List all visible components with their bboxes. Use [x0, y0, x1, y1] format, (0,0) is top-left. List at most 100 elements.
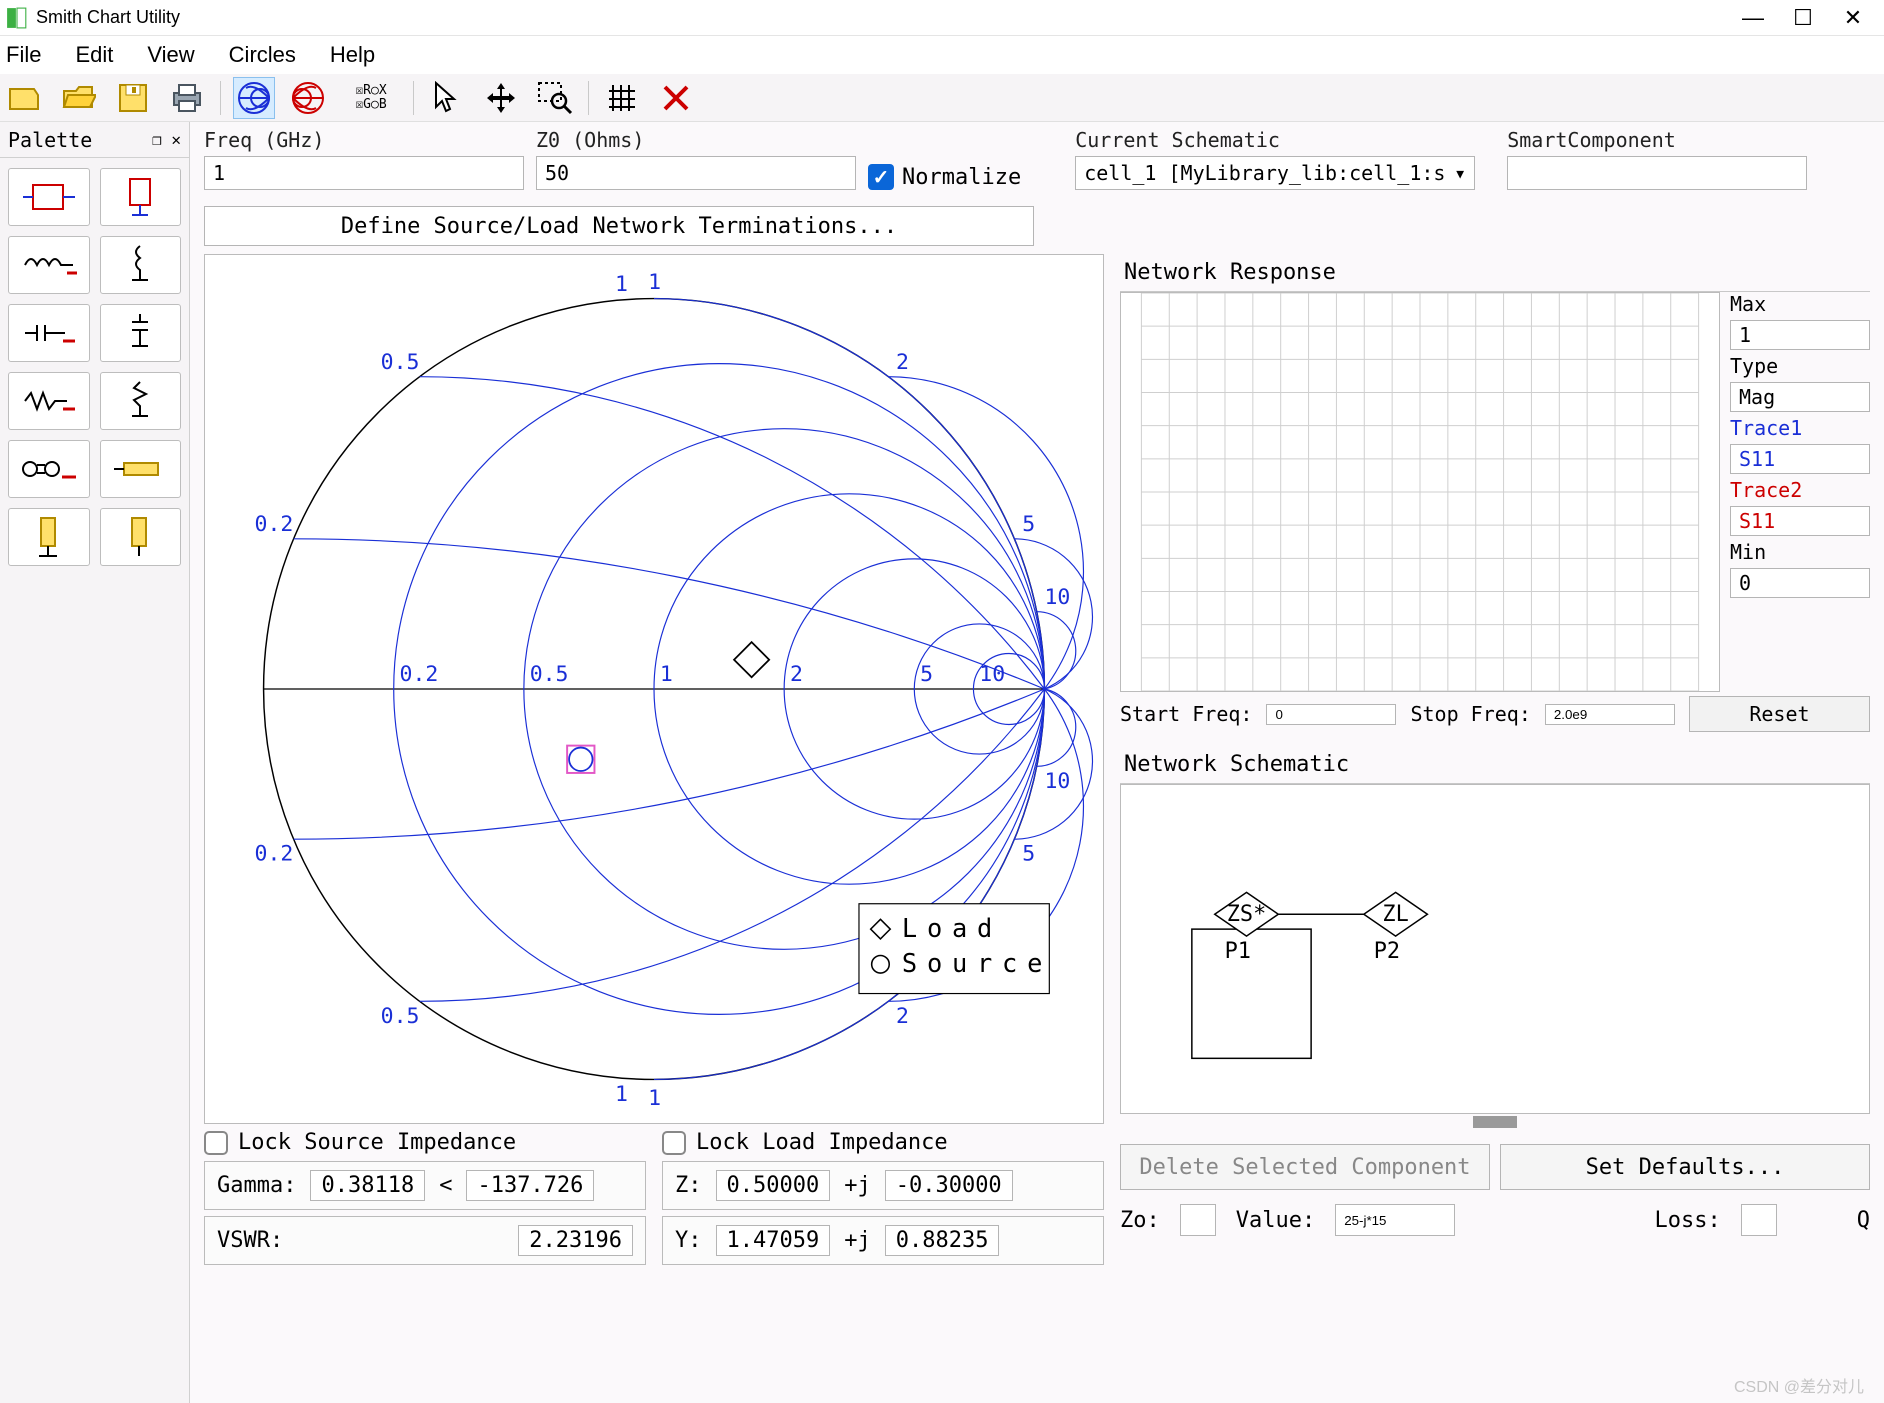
app-icon	[6, 7, 28, 29]
smith-chart[interactable]: 0.20.5125100.20.20.50.5112255101011LoadS…	[204, 254, 1104, 1124]
maximize-button[interactable]: ☐	[1778, 1, 1828, 35]
q-label: Q	[1857, 1208, 1870, 1233]
start-freq-label: Start Freq:	[1120, 702, 1252, 726]
svg-text:ZS*: ZS*	[1227, 902, 1266, 927]
set-defaults-button[interactable]: Set Defaults...	[1500, 1144, 1870, 1190]
shunt-R-icon[interactable]	[100, 304, 182, 362]
scroll-handle[interactable]	[1473, 1116, 1517, 1128]
lock-source-label: Lock Source Impedance	[238, 1130, 516, 1155]
smartcomponent-label: SmartComponent	[1507, 128, 1827, 152]
rox-gob-icon[interactable]: ☒R○X ☒G○B	[341, 77, 401, 119]
network-schematic[interactable]: ZS*P1ZLP2	[1120, 784, 1870, 1114]
menu-edit[interactable]: Edit	[75, 42, 113, 68]
lock-load-checkbox[interactable]	[662, 1131, 686, 1155]
menu-help[interactable]: Help	[330, 42, 375, 68]
svg-text:1: 1	[648, 270, 661, 295]
normalize-checkbox[interactable]: ✓	[868, 164, 894, 190]
value-input[interactable]	[1335, 1204, 1455, 1236]
close-button[interactable]: ✕	[1828, 1, 1878, 35]
trace1-input[interactable]	[1730, 444, 1870, 474]
type-input[interactable]	[1730, 382, 1870, 412]
z0-input[interactable]	[536, 156, 856, 190]
toolbar: ☒R○X ☒G○B	[0, 74, 1884, 122]
svg-text:Source: Source	[902, 948, 1052, 978]
min-label: Min	[1730, 540, 1870, 564]
series-C-icon[interactable]	[8, 236, 90, 294]
smartcomponent-input[interactable]	[1507, 156, 1807, 190]
palette-undock-icon[interactable]: ❐ ✕	[152, 130, 181, 149]
vswr-label: VSWR:	[217, 1228, 283, 1253]
reset-button[interactable]: Reset	[1689, 696, 1870, 732]
zo-label: Zo:	[1120, 1208, 1160, 1233]
new-icon[interactable]	[4, 77, 46, 119]
loss-input[interactable]	[1741, 1204, 1777, 1236]
freq-input[interactable]	[204, 156, 524, 190]
svg-text:1: 1	[648, 1086, 661, 1111]
loss-label: Loss:	[1655, 1208, 1721, 1233]
zo-input[interactable]	[1180, 1204, 1216, 1236]
start-freq-input[interactable]	[1266, 704, 1396, 725]
watermark: CSDN @差分对儿	[1734, 1373, 1864, 1397]
schematic-select[interactable]: cell_1 [MyLibrary_lib:cell_1:s	[1084, 161, 1445, 185]
menubar: File Edit View Circles Help	[0, 36, 1884, 74]
series-R-icon[interactable]	[8, 304, 90, 362]
save-icon[interactable]	[112, 77, 154, 119]
delete-component-button[interactable]: Delete Selected Component	[1120, 1144, 1490, 1190]
short-stub-icon[interactable]	[8, 508, 90, 566]
svg-text:0.5: 0.5	[381, 1004, 420, 1029]
response-plot[interactable]	[1120, 292, 1720, 692]
y-label: Y:	[675, 1228, 702, 1253]
svg-text:P2: P2	[1374, 939, 1400, 964]
svg-text:0.2: 0.2	[255, 512, 294, 537]
print-icon[interactable]	[166, 77, 208, 119]
shunt-RLC-icon[interactable]	[100, 372, 182, 430]
move-icon[interactable]	[480, 77, 522, 119]
z-chart-icon[interactable]	[233, 77, 275, 119]
max-input[interactable]	[1730, 320, 1870, 350]
series-RLC-icon[interactable]	[8, 372, 90, 430]
trace1-label: Trace1	[1730, 416, 1870, 440]
zoom-rect-icon[interactable]	[534, 77, 576, 119]
pj: +j	[844, 1173, 871, 1198]
lock-load-label: Lock Load Impedance	[696, 1130, 948, 1155]
min-input[interactable]	[1730, 568, 1870, 598]
delete-x-icon[interactable]	[655, 77, 697, 119]
grid-icon[interactable]	[601, 77, 643, 119]
trace2-input[interactable]	[1730, 506, 1870, 536]
svg-text:10: 10	[1045, 585, 1071, 610]
lock-source-checkbox[interactable]	[204, 1131, 228, 1155]
tline-icon[interactable]	[8, 440, 90, 498]
gamma-mag: 0.38118	[310, 1170, 425, 1201]
type-label: Type	[1730, 354, 1870, 378]
menu-circles[interactable]: Circles	[229, 42, 296, 68]
gamma-ang: -137.726	[466, 1170, 594, 1201]
shunt-C-icon[interactable]	[100, 236, 182, 294]
define-terminations-button[interactable]: Define Source/Load Network Terminations.…	[204, 206, 1034, 246]
network-schematic-title: Network Schematic	[1120, 746, 1870, 784]
xfmr-icon[interactable]	[100, 508, 182, 566]
y-chart-icon[interactable]	[287, 77, 329, 119]
open-icon[interactable]	[58, 77, 100, 119]
open-stub-icon[interactable]	[100, 440, 182, 498]
menu-view[interactable]: View	[147, 42, 194, 68]
titlebar: Smith Chart Utility — ☐ ✕	[0, 0, 1884, 36]
svg-text:ZL: ZL	[1382, 902, 1408, 927]
minimize-button[interactable]: —	[1728, 1, 1778, 35]
normalize-label: Normalize	[902, 165, 1021, 190]
value-label: Value:	[1236, 1208, 1315, 1233]
svg-text:2: 2	[790, 662, 803, 687]
rox-top: ☒R○X	[355, 84, 386, 98]
svg-text:Load: Load	[902, 913, 1002, 943]
series-L-icon[interactable]	[8, 168, 90, 226]
stop-freq-label: Stop Freq:	[1410, 702, 1530, 726]
chevron-down-icon[interactable]: ▾	[1454, 161, 1466, 185]
shunt-L-icon[interactable]	[100, 168, 182, 226]
pointer-icon[interactable]	[426, 77, 468, 119]
stop-freq-input[interactable]	[1545, 704, 1675, 725]
menu-file[interactable]: File	[6, 42, 41, 68]
svg-text:5: 5	[1022, 842, 1035, 867]
svg-text:1: 1	[660, 662, 673, 687]
vswr-val: 2.23196	[518, 1225, 633, 1256]
palette-title: Palette	[8, 128, 92, 152]
svg-text:1: 1	[615, 1082, 628, 1107]
